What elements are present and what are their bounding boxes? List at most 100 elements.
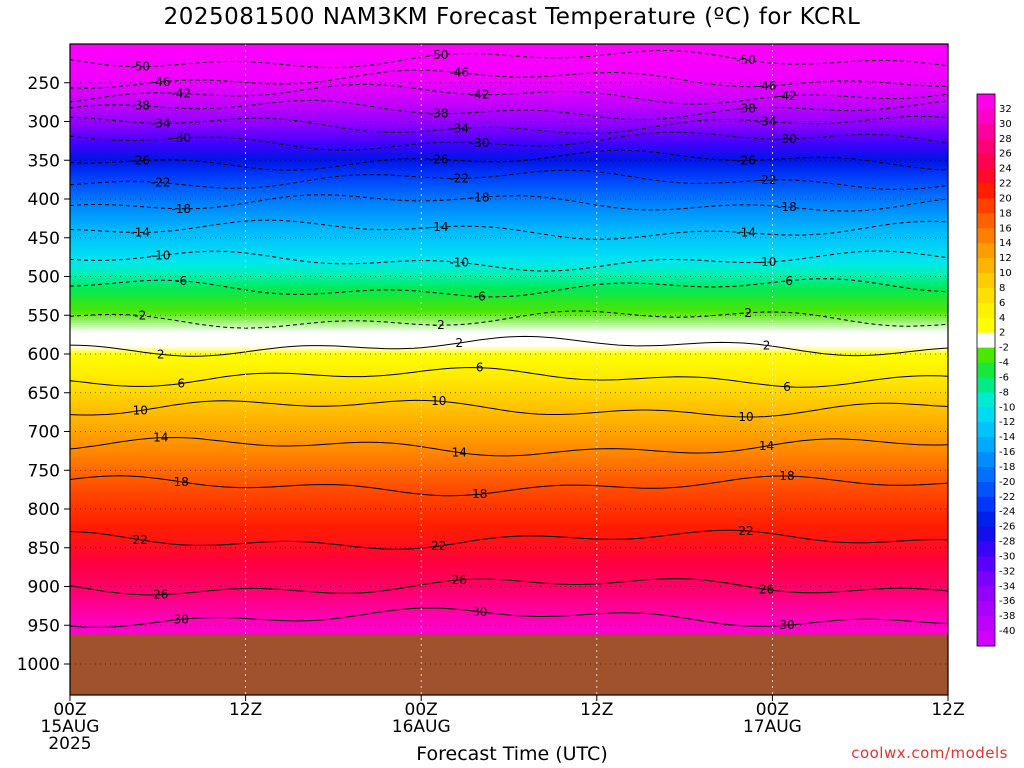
ground-area: [70, 634, 948, 695]
colorbar-label: 14: [999, 238, 1012, 249]
colorbar-swatch: [977, 586, 995, 602]
colorbar-label: 24: [999, 164, 1012, 175]
y-tick-label: 700: [28, 423, 60, 443]
y-tick-label: 850: [28, 539, 60, 559]
contour-label: 26: [759, 582, 774, 596]
colorbar-swatch: [977, 407, 995, 423]
contour-label: -38: [429, 107, 449, 121]
colorbar-label: 26: [999, 149, 1012, 160]
y-tick-label: 250: [28, 74, 60, 94]
contour-label: 2: [157, 347, 165, 361]
colorbar-label: -30: [999, 551, 1015, 562]
colorbar-label: -18: [999, 462, 1015, 473]
y-tick-label: 650: [28, 384, 60, 404]
y-tick-label: 450: [28, 229, 60, 249]
colorbar: 32 30 28 26 24 22 20 18 16 14 12 10 8 6 4 2 -2 -4 -6 -8 -10 -…: [976, 93, 1015, 647]
isotherm-line: [70, 399, 948, 418]
contour-label: -26: [429, 152, 449, 166]
x-tick-label: 2025: [48, 734, 91, 754]
contour-label: -38: [736, 101, 756, 115]
contour-label: -42: [171, 86, 191, 100]
colorbar-swatch: [977, 541, 995, 557]
contour-label: -46: [449, 66, 469, 80]
colorbar-label: 8: [999, 283, 1005, 294]
contour-label: 10: [431, 394, 446, 408]
colorbar-swatch: [977, 273, 995, 289]
colorbar-swatch: [977, 496, 995, 513]
colorbar-swatch: [977, 377, 995, 393]
contour-label: -26: [130, 154, 150, 168]
contour-label: 10: [738, 410, 753, 424]
contour-label: -10: [757, 255, 777, 269]
colorbar-label: -34: [999, 581, 1015, 592]
colorbar-swatch: [977, 332, 995, 349]
colorbar-label: -20: [999, 477, 1015, 488]
contour-label: -2: [740, 306, 752, 320]
colorbar-label: -22: [999, 492, 1015, 503]
colorbar-swatch: [977, 362, 995, 378]
colorbar-label: -8: [999, 387, 1009, 398]
contour-label: -50: [736, 53, 756, 67]
isotherm-line: [70, 529, 948, 550]
colorbar-label: -24: [999, 507, 1015, 518]
contour-label: 6: [177, 376, 185, 390]
contour-label: 2: [455, 336, 463, 350]
contour-label: -42: [777, 89, 797, 103]
contour-label: 26: [452, 573, 467, 587]
colorbar-label: 30: [999, 119, 1012, 130]
colorbar-label: -16: [999, 447, 1015, 458]
colorbar-label: -4: [999, 358, 1009, 369]
colorbar-swatch: [977, 601, 995, 617]
isotherm-line: [70, 607, 948, 628]
contour-label: 30: [472, 605, 487, 619]
y-tick-label: 1000: [17, 655, 60, 675]
source-credit: coolwx.com/models: [851, 744, 1008, 762]
colorbar-swatch: [977, 108, 995, 125]
colorbar-swatch: [977, 258, 995, 274]
isotherm-line: [70, 366, 948, 388]
contour-labels: -50-50 -50-46-46-46-42 -42 -42-38-38 -38-34-…: [130, 48, 797, 632]
colorbar-label: 22: [999, 179, 1012, 190]
isotherm-contours: [70, 49, 948, 628]
contour-label: -34: [757, 114, 777, 128]
contour-label: -2: [433, 318, 445, 332]
colorbar-label: -26: [999, 522, 1015, 533]
contour-label: -18: [171, 202, 191, 216]
x-tick-label: 00Z: [405, 700, 438, 720]
colorbar-swatch: [977, 94, 995, 110]
contour-label: 30: [779, 618, 794, 632]
contour-label: 18: [174, 475, 189, 489]
colorbar-swatch: [977, 347, 995, 364]
x-tick-label: 12Z: [580, 700, 613, 720]
contour-label: -38: [130, 99, 150, 113]
contour-label: 18: [472, 487, 487, 501]
colorbar-label: 28: [999, 134, 1012, 145]
colorbar-label: -6: [999, 372, 1009, 383]
chart-title: 2025081500 NAM3KM Forecast Temperature (…: [163, 4, 861, 30]
colorbar-swatch: [977, 287, 995, 304]
contour-label: 10: [133, 404, 148, 418]
colorbar-label: 2: [999, 328, 1005, 339]
contour-label: 2: [763, 338, 771, 352]
colorbar-swatch: [977, 616, 995, 632]
contour-label: 30: [174, 612, 189, 626]
contour-label: 6: [783, 380, 791, 394]
colorbar-swatch: [977, 422, 995, 438]
colorbar-swatch: [977, 392, 995, 408]
contour-label: -30: [470, 136, 490, 150]
y-tick-label: 500: [28, 268, 60, 288]
colorbar-swatch: [977, 213, 995, 229]
colorbar-swatch: [977, 526, 995, 543]
contour-label: 26: [153, 588, 168, 602]
temperature-fill: [70, 44, 948, 695]
y-axis: 250 300 350 400 450 500 550 600 650 700 750 800 850 9…: [17, 74, 70, 675]
contour-label: -14: [130, 225, 150, 239]
contour-label: 14: [153, 431, 168, 445]
contour-label: -22: [449, 171, 469, 185]
colorbar-label: 32: [999, 104, 1012, 115]
ground-fill: [70, 634, 948, 695]
contour-label: 22: [133, 533, 148, 547]
isotherm-line: [70, 335, 948, 357]
colorbar-swatch: [977, 153, 995, 170]
